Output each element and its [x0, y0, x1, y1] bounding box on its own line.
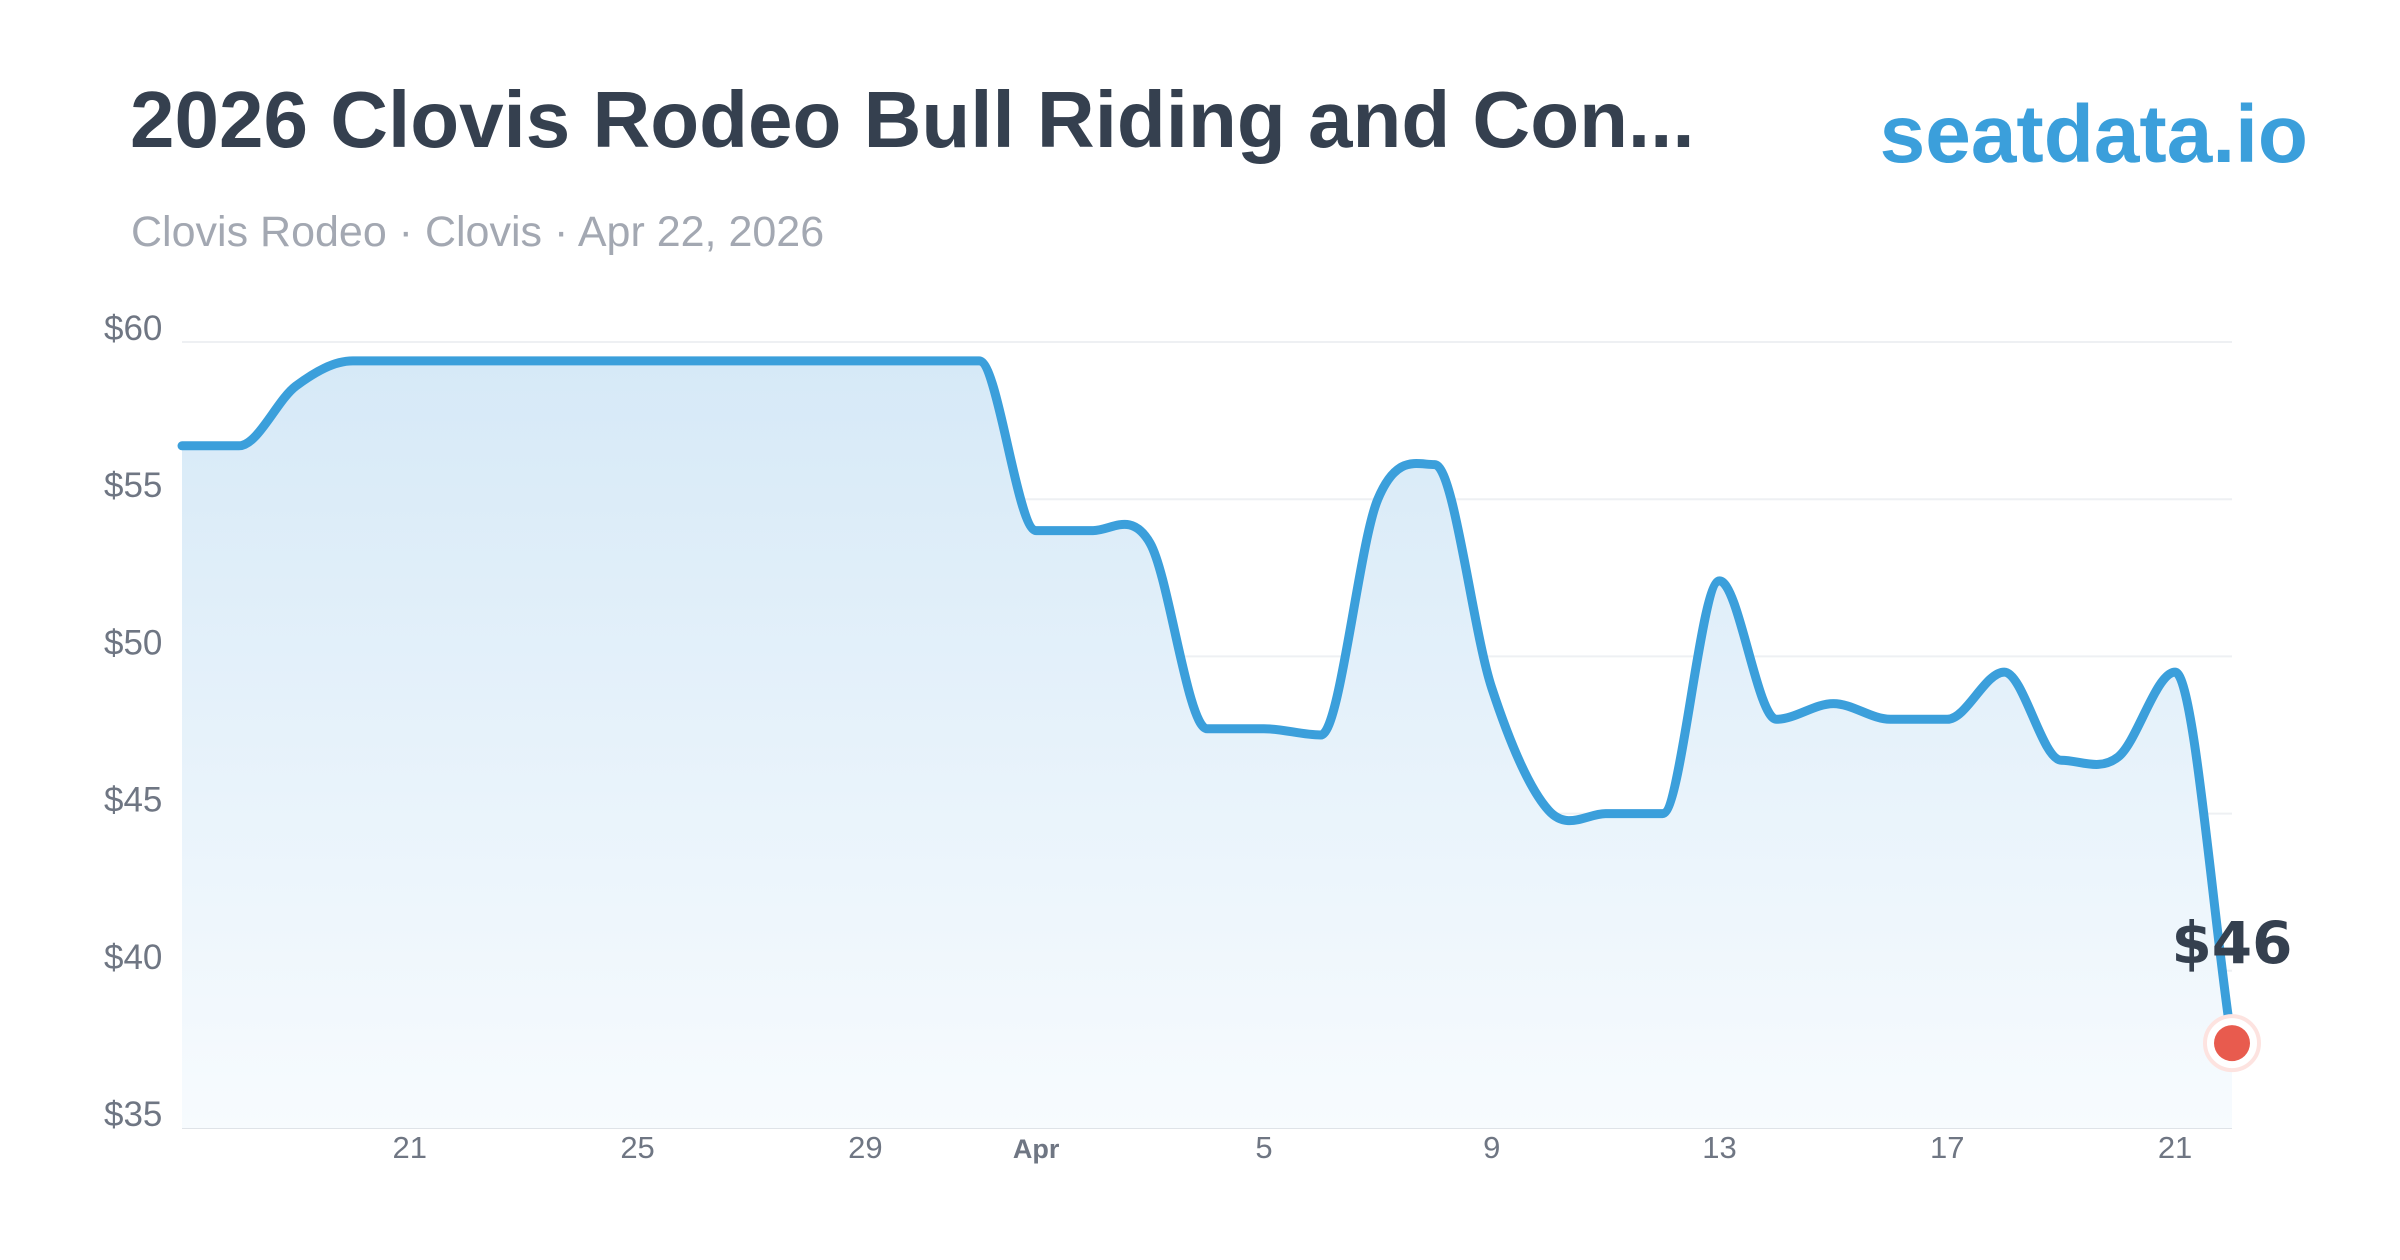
- data-point: [2112, 751, 2124, 763]
- data-point: [1657, 808, 1669, 820]
- data-point: [1543, 804, 1555, 816]
- last-price-dot[interactable]: [2214, 1025, 2250, 1062]
- data-point: [1998, 666, 2010, 678]
- y-tick-label: $35: [104, 1095, 162, 1134]
- y-tick-label: $60: [104, 309, 162, 348]
- data-point: [347, 355, 359, 367]
- last-price-label: $46: [2171, 909, 2292, 977]
- x-tick-label: 13: [1702, 1130, 1736, 1165]
- data-point: [1884, 713, 1896, 725]
- data-point: [1144, 537, 1156, 549]
- price-line-layer: [176, 355, 2237, 1048]
- x-tick-label: 9: [1483, 1130, 1500, 1165]
- data-point: [2055, 754, 2067, 766]
- data-point: [973, 355, 985, 367]
- axes: $35 $40 $45 $50 $55 $60 21 25 29 Apr 5 9 13 17 21: [104, 309, 2192, 1165]
- data-point: [1827, 698, 1839, 710]
- data-point: [1201, 723, 1213, 735]
- x-tick-label: 29: [848, 1130, 882, 1165]
- chart-title: 2026 Clovis Rodeo Bull Riding and Con...: [130, 75, 1695, 164]
- price-area-fill: [182, 360, 2232, 1128]
- x-tick-label: 17: [1930, 1130, 1964, 1165]
- x-tick-label: 21: [2158, 1130, 2192, 1165]
- data-point: [1030, 525, 1042, 537]
- x-tick-label: 5: [1255, 1130, 1272, 1165]
- data-point: [290, 380, 302, 392]
- event-subtitle: Clovis Rodeo · Clovis · Apr 22, 2026: [131, 208, 825, 256]
- data-point: [176, 440, 188, 452]
- y-tick-label: $50: [104, 623, 162, 662]
- price-line[interactable]: [177, 356, 2237, 1048]
- data-point: [1600, 808, 1612, 820]
- x-tick-label: 25: [620, 1130, 654, 1165]
- data-point: [233, 440, 245, 452]
- last-price-marker-layer: $46: [2171, 909, 2293, 1073]
- data-point: [1429, 459, 1441, 471]
- y-tick-label: $45: [104, 781, 162, 820]
- data-point: [1087, 525, 1099, 537]
- data-point: [1315, 729, 1327, 741]
- x-tick-label: Apr: [1013, 1134, 1060, 1164]
- brand-logo[interactable]: seatdata.io: [1879, 89, 2308, 180]
- x-tick-label: 21: [393, 1130, 427, 1165]
- data-point: [1372, 493, 1384, 505]
- y-tick-label: $55: [104, 466, 162, 505]
- y-tick-label: $40: [104, 938, 162, 977]
- area-fill-layer: [182, 360, 2232, 1128]
- data-point: [1714, 575, 1726, 587]
- data-point: [1770, 713, 1782, 725]
- data-point: [1486, 682, 1498, 694]
- data-point: [1941, 713, 1953, 725]
- data-point: [2169, 666, 2181, 678]
- data-point: [1258, 723, 1270, 735]
